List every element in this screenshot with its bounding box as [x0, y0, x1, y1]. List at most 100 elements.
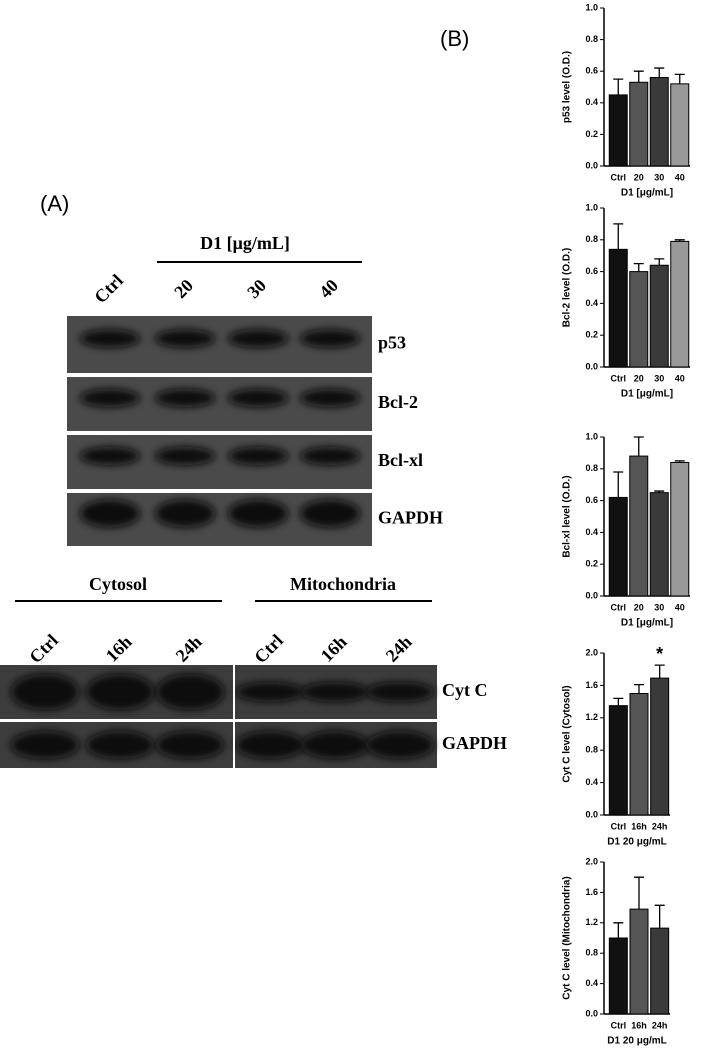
- lane-label: Ctrl: [250, 630, 287, 667]
- y-tick-label: 0.8: [585, 463, 598, 473]
- error-bar: [634, 876, 644, 910]
- y-tick-label: 0.6: [585, 66, 598, 76]
- band: [228, 499, 288, 528]
- protein-label: Bcl-xl: [378, 450, 423, 470]
- y-tick-label: 1.0: [585, 431, 598, 441]
- error-bar: [633, 70, 644, 83]
- band: [86, 731, 154, 759]
- band: [155, 499, 215, 528]
- y-tick-label: 0.8: [585, 745, 598, 755]
- band: [236, 682, 304, 702]
- bar: [629, 908, 649, 1015]
- x-tick-label: Ctrl: [611, 821, 627, 831]
- protein-label: GAPDH: [442, 733, 507, 753]
- protein-label: Cyt C: [442, 680, 488, 700]
- x-tick-label: 24h: [652, 821, 668, 831]
- error-bar: [674, 460, 685, 463]
- band: [228, 447, 288, 465]
- bar: [670, 240, 690, 368]
- y-tick-label: 0.4: [585, 97, 598, 107]
- y-tick-label: 2.0: [585, 647, 598, 657]
- bar: [608, 496, 628, 597]
- band: [156, 674, 224, 710]
- error-bar: [654, 258, 665, 266]
- bar: [650, 927, 670, 1015]
- y-tick-label: 1.0: [585, 2, 598, 12]
- y-tick-label: 1.2: [585, 917, 598, 927]
- bar: [608, 248, 628, 368]
- y-tick-label: 0.0: [585, 809, 598, 819]
- y-tick-label: 1.0: [585, 202, 598, 212]
- bar: [670, 83, 690, 167]
- x-tick-label: 20: [634, 602, 644, 612]
- y-tick-label: 0.0: [585, 1008, 598, 1018]
- band: [155, 329, 215, 348]
- annotation: *: [656, 644, 663, 664]
- y-tick-label: 1.6: [585, 680, 598, 690]
- bar: [629, 81, 649, 167]
- y-tick-label: 0.4: [585, 527, 598, 537]
- x-tick-label: 16h: [631, 1020, 647, 1030]
- band: [80, 447, 140, 465]
- y-tick-label: 0.8: [585, 234, 598, 244]
- lane-label: 16h: [317, 632, 351, 666]
- error-bar: [674, 239, 685, 242]
- band: [11, 731, 79, 759]
- treatment-header: D1 [μg/mL]: [200, 233, 290, 253]
- x-axis-label: D1 [μg/mL]: [621, 389, 673, 400]
- y-tick-label: 0.2: [585, 330, 598, 340]
- y-axis-label: Cyt C level (Cytosol): [562, 685, 573, 782]
- band: [300, 447, 360, 465]
- y-tick-label: 0.4: [585, 777, 598, 787]
- panel-label: (A): [40, 191, 69, 216]
- fraction-header: Cytosol: [89, 574, 147, 594]
- y-tick-label: 0.0: [585, 590, 598, 600]
- error-bar: [613, 78, 624, 95]
- x-tick-label: 20: [634, 373, 644, 383]
- y-axis-label: p53 level (O.D.): [562, 51, 573, 123]
- y-tick-label: 0.0: [585, 361, 598, 371]
- bar: [650, 677, 670, 816]
- x-tick-label: Ctrl: [611, 1020, 627, 1030]
- error-bar: [633, 263, 644, 272]
- y-tick-label: 0.0: [585, 160, 598, 170]
- band: [155, 447, 215, 465]
- x-tick-label: 24h: [652, 1020, 668, 1030]
- y-tick-label: 0.4: [585, 298, 598, 308]
- band: [300, 329, 360, 348]
- band: [366, 682, 434, 702]
- band: [366, 731, 434, 759]
- lane-label: 30: [243, 275, 270, 302]
- y-tick-label: 0.8: [585, 948, 598, 958]
- y-axis-label: Bcl-xl level (O.D.): [562, 475, 573, 557]
- y-tick-label: 1.6: [585, 887, 598, 897]
- band: [301, 682, 369, 702]
- protein-label: Bcl-2: [378, 392, 418, 412]
- bar: [649, 77, 669, 167]
- error-bar: [654, 664, 665, 679]
- x-tick-label: 30: [654, 602, 664, 612]
- lane-label: 40: [315, 275, 342, 302]
- y-axis-label: Bcl-2 level (O.D.): [562, 248, 573, 327]
- bar: [608, 705, 628, 816]
- bar: [649, 264, 669, 368]
- lane-label: 20: [170, 275, 197, 302]
- bar: [608, 937, 628, 1015]
- error-bar: [674, 73, 685, 84]
- x-tick-label: 30: [654, 373, 664, 383]
- y-tick-label: 1.2: [585, 712, 598, 722]
- x-tick-label: 40: [675, 172, 685, 182]
- bar: [629, 693, 649, 816]
- bar: [670, 461, 690, 597]
- y-tick-label: 0.6: [585, 266, 598, 276]
- y-tick-label: 0.2: [585, 129, 598, 139]
- x-tick-label: Ctrl: [611, 602, 627, 612]
- fraction-header: Mitochondria: [290, 574, 396, 594]
- x-tick-label: 40: [675, 602, 685, 612]
- band: [228, 389, 288, 407]
- band: [228, 329, 288, 348]
- error-bar: [654, 490, 665, 493]
- error-bar: [613, 922, 624, 938]
- error-bar: [634, 683, 644, 694]
- error-bar: [613, 697, 624, 706]
